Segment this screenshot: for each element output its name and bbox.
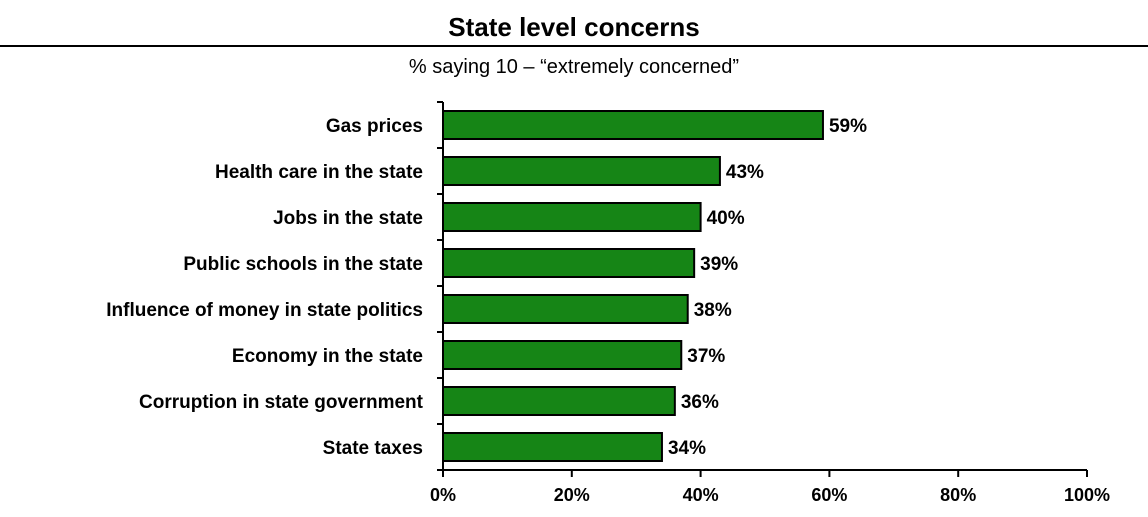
x-tick-label: 100%: [1064, 485, 1110, 505]
chart-subtitle: % saying 10 – “extremely concerned”: [408, 56, 740, 78]
data-label: 39%: [700, 254, 738, 275]
x-tick-label: 80%: [940, 485, 976, 505]
bar: [442, 156, 721, 186]
bar: [442, 202, 702, 232]
x-tick-label: 20%: [554, 485, 590, 505]
x-tick-label: 0%: [430, 485, 456, 505]
x-tick-label: 60%: [811, 485, 847, 505]
category-label: Corruption in state government: [139, 392, 424, 413]
bar: [442, 432, 663, 462]
category-label: Economy in the state: [232, 346, 423, 367]
bar: [442, 386, 676, 416]
data-label: 38%: [694, 300, 732, 321]
data-label: 36%: [681, 392, 719, 413]
bar: [442, 294, 689, 324]
data-label: 34%: [668, 438, 706, 459]
data-label: 43%: [726, 162, 764, 183]
category-label: Public schools in the state: [183, 254, 423, 275]
bar: [442, 340, 683, 370]
category-label: State taxes: [323, 438, 423, 459]
data-label: 40%: [707, 208, 745, 229]
category-label: Gas prices: [326, 116, 423, 137]
category-label: Influence of money in state politics: [106, 300, 423, 321]
chart-title: State level concerns: [448, 12, 700, 42]
bar: [442, 248, 696, 278]
bar: [442, 110, 824, 140]
title-rule: [0, 45, 1148, 47]
category-label: Health care in the state: [215, 162, 423, 183]
data-label: 37%: [687, 346, 725, 367]
category-label: Jobs in the state: [273, 208, 423, 229]
data-label: 59%: [829, 116, 867, 137]
x-tick-label: 40%: [683, 485, 719, 505]
